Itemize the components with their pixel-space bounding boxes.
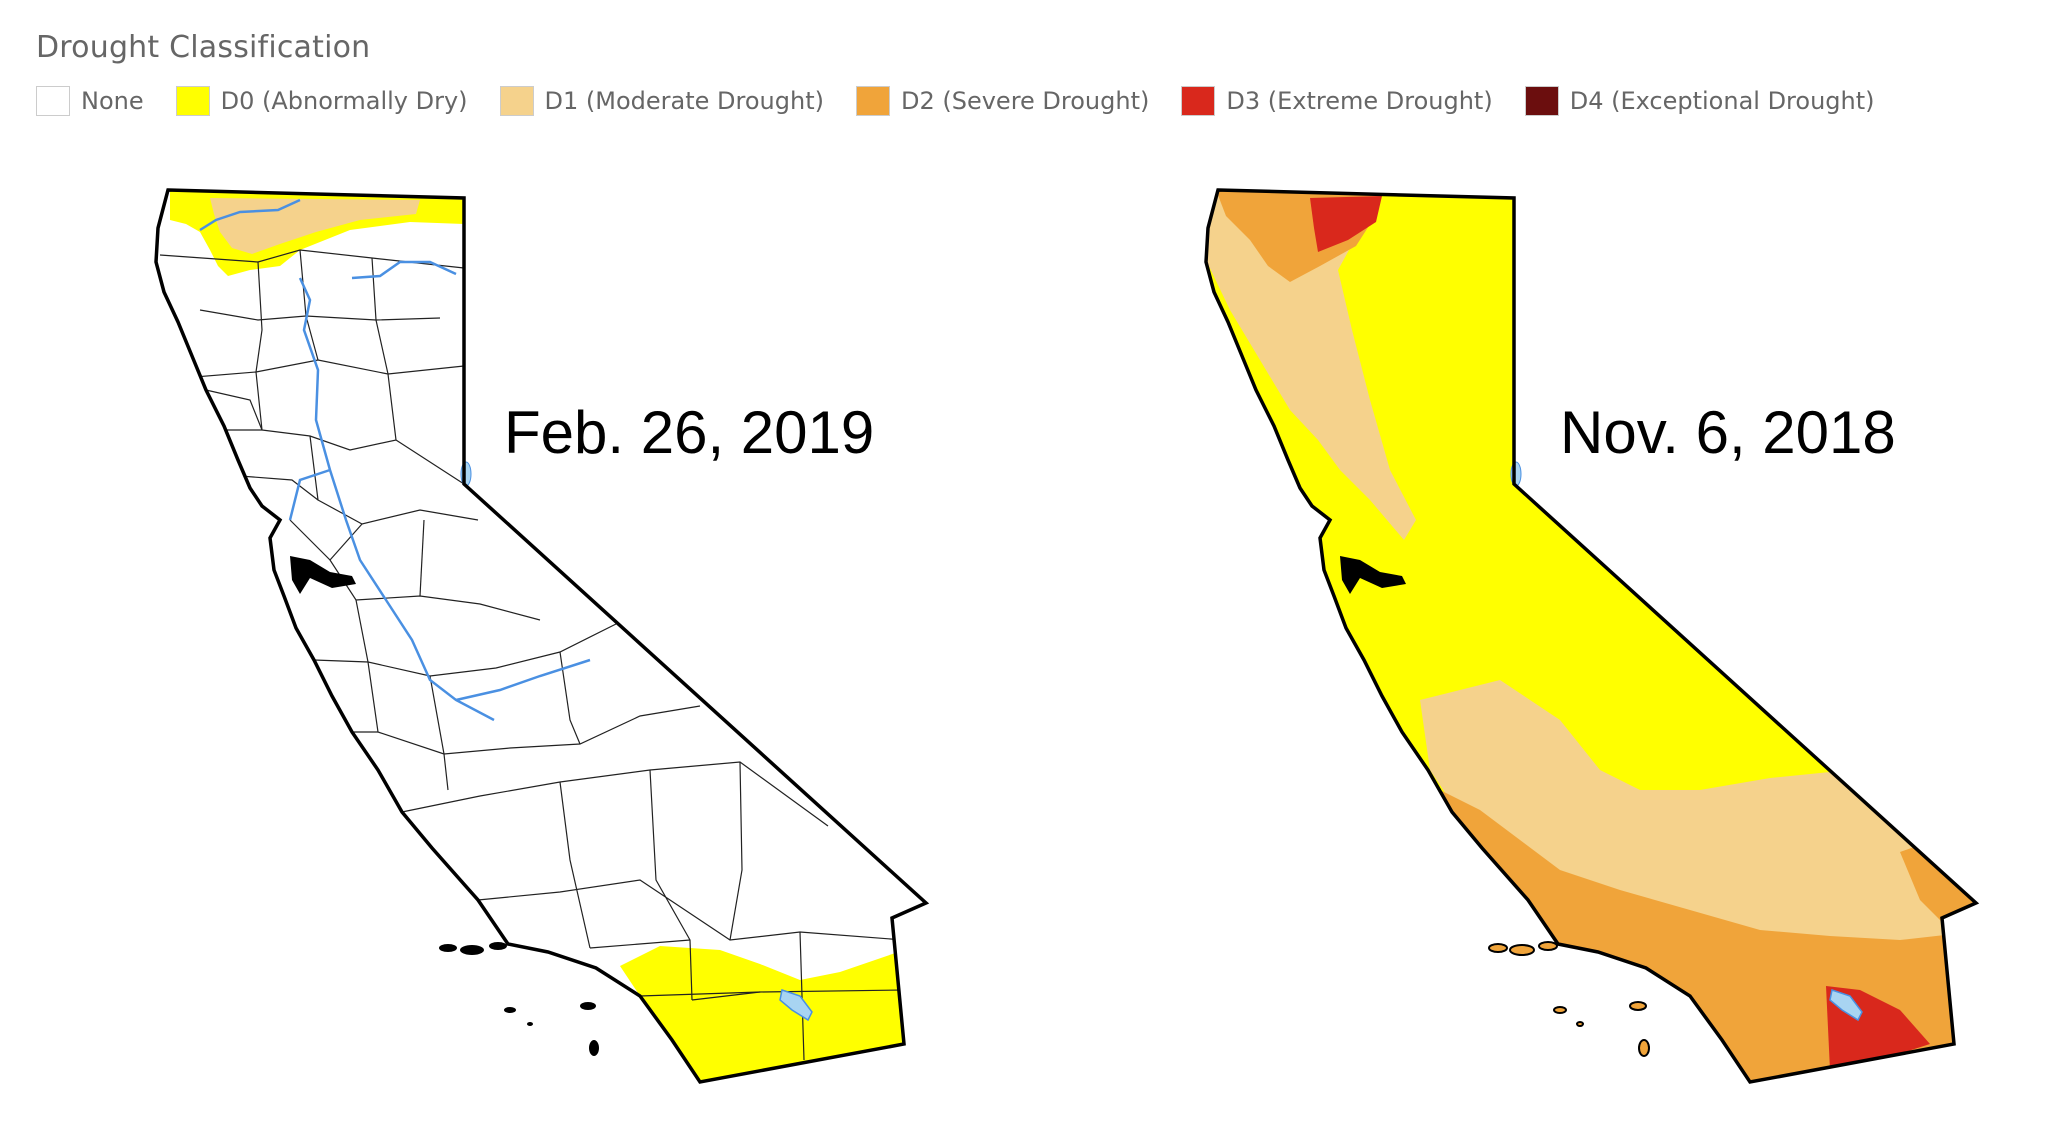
map-date-label-right: Nov. 6, 2018	[1560, 399, 1896, 466]
map-date-label-left: Feb. 26, 2019	[504, 399, 875, 466]
drought-legend: None D0 (Abnormally Dry) D1 (Moderate Dr…	[36, 86, 1907, 116]
legend-item-d0: D0 (Abnormally Dry)	[175, 86, 468, 116]
d3-area-north	[1310, 196, 1382, 252]
legend-label-d1: D1 (Moderate Drought)	[544, 87, 824, 115]
legend-swatch-none	[36, 86, 70, 116]
legend-item-d4: D4 (Exceptional Drought)	[1524, 86, 1875, 116]
legend-label-none: None	[81, 87, 144, 115]
legend-item-none: None	[36, 86, 144, 116]
california-outline	[156, 190, 926, 1082]
legend-item-d3: D3 (Extreme Drought)	[1181, 86, 1493, 116]
sf-bay	[290, 556, 356, 594]
channel-islands	[439, 942, 599, 1056]
salton-sea	[779, 989, 813, 1022]
legend-swatch-d1	[499, 86, 534, 116]
legend-label-d2: D2 (Severe Drought)	[900, 87, 1150, 115]
d0-area-south	[620, 946, 910, 1082]
d1-area-west	[1206, 190, 1416, 540]
legend-swatch-d3	[1181, 86, 1216, 116]
legend-swatch-d2	[855, 86, 890, 116]
legend-item-d1: D1 (Moderate Drought)	[499, 86, 824, 116]
sf-bay	[1340, 556, 1406, 594]
map-nov-2018	[1204, 188, 1978, 1084]
salton-sea	[1829, 989, 1863, 1022]
legend-title: Drought Classification	[36, 30, 371, 65]
map-feb-2019	[154, 188, 928, 1084]
legend-label-d0: D0 (Abnormally Dry)	[220, 87, 468, 115]
legend-label-d3: D3 (Extreme Drought)	[1226, 87, 1493, 115]
legend-item-d2: D2 (Severe Drought)	[855, 86, 1150, 116]
legend-swatch-d4	[1524, 86, 1559, 116]
channel-islands	[1488, 941, 1650, 1057]
legend-swatch-d0	[175, 86, 210, 116]
legend-label-d4: D4 (Exceptional Drought)	[1569, 87, 1875, 115]
